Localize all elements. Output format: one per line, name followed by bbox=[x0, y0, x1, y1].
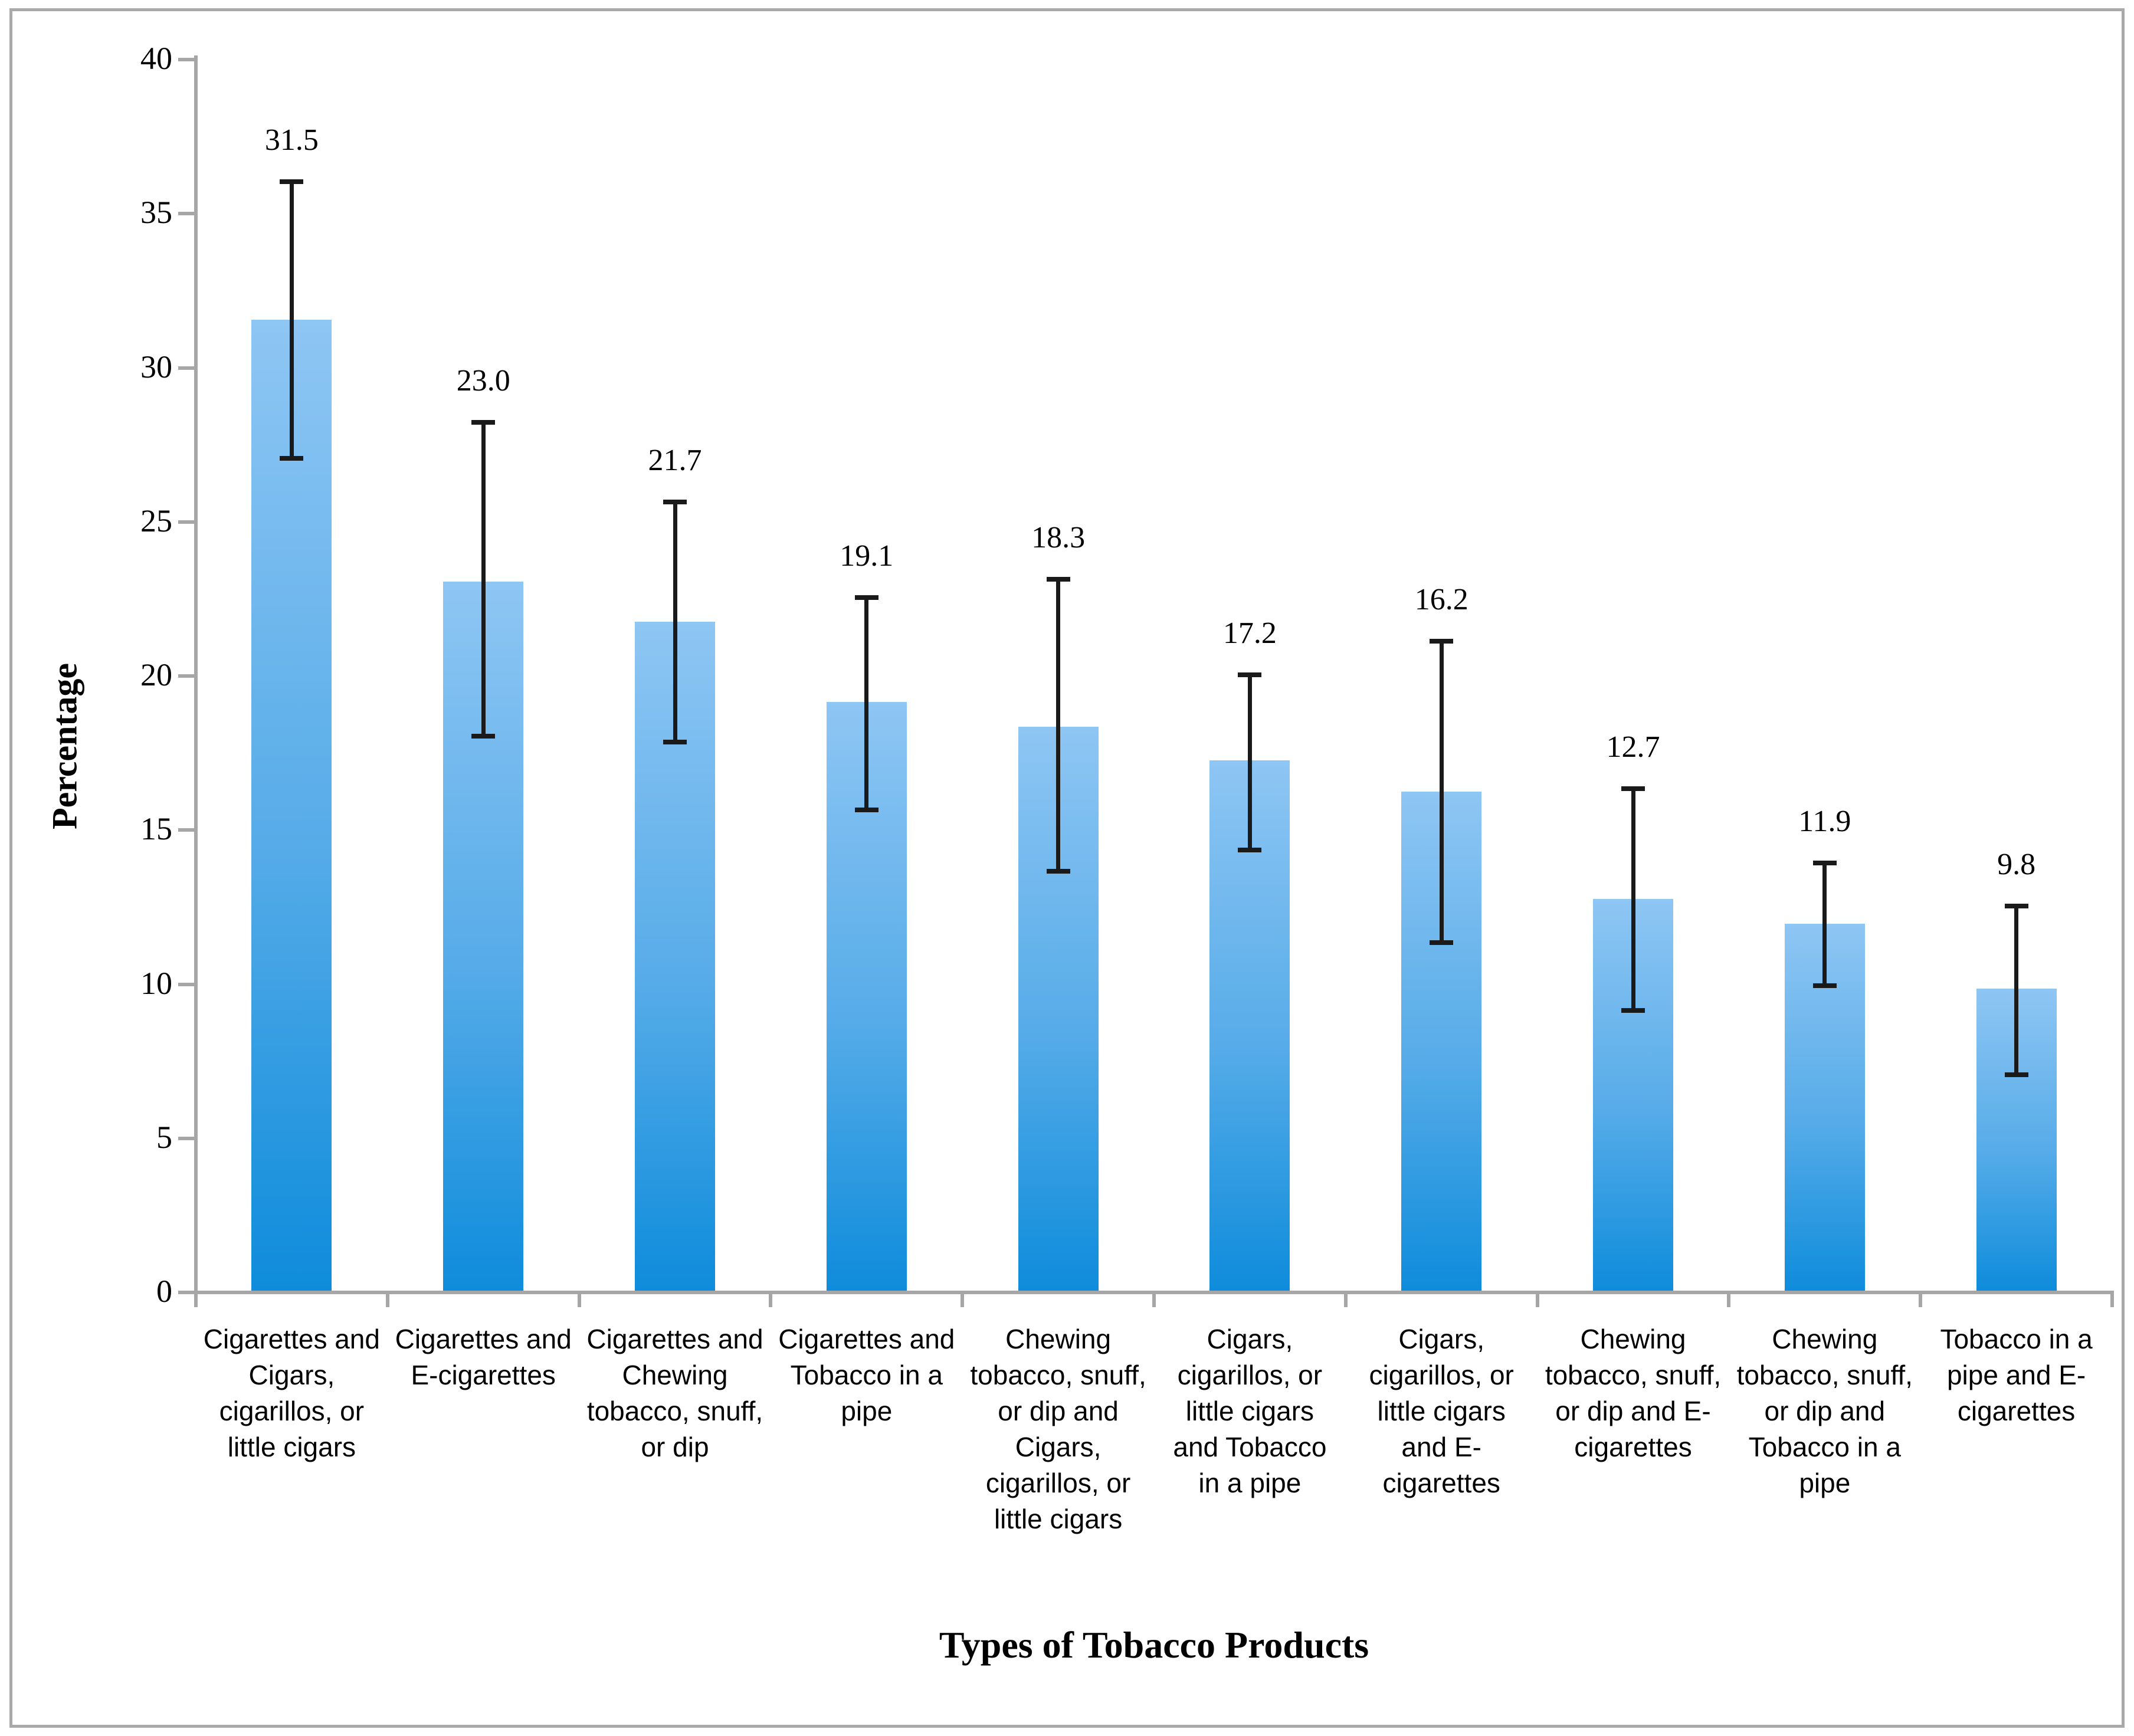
error-bar-cap-bottom bbox=[1430, 940, 1454, 945]
x-axis-tick bbox=[769, 1294, 773, 1307]
data-label: 31.5 bbox=[264, 123, 319, 157]
y-axis-tick bbox=[178, 1291, 194, 1294]
x-axis-tick bbox=[1919, 1294, 1923, 1307]
error-bar-cap-top bbox=[2004, 903, 2028, 908]
error-bar-cap-top bbox=[1812, 860, 1837, 865]
error-bar-cap-bottom bbox=[854, 807, 878, 812]
error-bar-cap-bottom bbox=[471, 733, 496, 739]
error-bar-cap-top bbox=[1430, 638, 1454, 644]
y-axis-tick bbox=[178, 366, 194, 370]
error-bar-cap-bottom bbox=[663, 739, 687, 744]
category-label: Cigarettes and Chewing tobacco, snuff, o… bbox=[586, 1324, 763, 1462]
y-tick-label: 0 bbox=[156, 1274, 172, 1309]
y-tick-label: 40 bbox=[140, 41, 172, 76]
x-axis-tick bbox=[1152, 1294, 1156, 1307]
category-label: Cigars, cigarillos, or little cigars and… bbox=[1369, 1324, 1514, 1498]
category-label: Tobacco in a pipe and E- cigarettes bbox=[1940, 1324, 2093, 1426]
error-bar-cap-bottom bbox=[1621, 1008, 1645, 1013]
y-tick-label: 25 bbox=[140, 503, 172, 539]
error-bar-line bbox=[2014, 905, 2019, 1075]
data-label: 18.3 bbox=[1031, 521, 1086, 555]
bar bbox=[251, 320, 332, 1291]
y-axis-tick bbox=[178, 982, 194, 986]
y-tick-label: 35 bbox=[140, 195, 172, 231]
x-axis-tick bbox=[1343, 1294, 1348, 1307]
y-tick-label: 10 bbox=[140, 965, 172, 1001]
x-axis-tick bbox=[1535, 1294, 1539, 1307]
error-bar-line bbox=[1631, 788, 1635, 1010]
x-axis-line bbox=[194, 1291, 2114, 1294]
error-bar-line bbox=[864, 597, 869, 810]
data-label: 12.7 bbox=[1606, 730, 1660, 764]
category-label: Chewing tobacco, snuff, or dip and Tobac… bbox=[1736, 1324, 1913, 1498]
error-bar-cap-top bbox=[1238, 672, 1262, 677]
x-axis-tick bbox=[2110, 1294, 2114, 1307]
error-bar-cap-top bbox=[663, 500, 687, 505]
y-axis-tick bbox=[178, 674, 194, 678]
y-tick-label: 20 bbox=[140, 657, 172, 693]
x-axis-tick bbox=[194, 1294, 198, 1307]
data-label: 23.0 bbox=[456, 363, 510, 398]
category-label: Chewing tobacco, snuff, or dip and Cigar… bbox=[970, 1324, 1146, 1534]
data-label: 16.2 bbox=[1414, 582, 1468, 616]
plot-area: 0 5 10 15 20 25 30 35 40 31.5 Cigarettes and Cigar… bbox=[12, 11, 2122, 1725]
error-bar-line bbox=[481, 421, 486, 736]
error-bar-cap-top bbox=[471, 419, 496, 425]
error-bar-cap-bottom bbox=[280, 456, 304, 461]
data-label: 11.9 bbox=[1798, 804, 1851, 838]
category-label: Cigars, cigarillos, or little cigars and… bbox=[1173, 1324, 1327, 1498]
y-axis-tick bbox=[178, 520, 194, 524]
y-axis-line bbox=[194, 55, 198, 1294]
error-bar-line bbox=[1247, 674, 1252, 850]
x-axis-tick bbox=[385, 1294, 389, 1307]
error-bar-line bbox=[1439, 640, 1444, 943]
error-bar-cap-bottom bbox=[1046, 869, 1070, 874]
error-bar-cap-bottom bbox=[1238, 847, 1262, 852]
category-label: Chewing tobacco, snuff, or dip and E- ci… bbox=[1545, 1324, 1722, 1462]
error-bar-cap-top bbox=[280, 179, 304, 184]
y-tick-label: 15 bbox=[140, 811, 172, 847]
error-bar-cap-top bbox=[1046, 577, 1070, 582]
error-bar-cap-bottom bbox=[2004, 1072, 2028, 1078]
figure-frame: 0 5 10 15 20 25 30 35 40 31.5 Cigarettes and Cigar… bbox=[9, 8, 2125, 1728]
data-label: 19.1 bbox=[840, 539, 894, 573]
y-axis-tick bbox=[178, 212, 194, 216]
data-label: 21.7 bbox=[648, 444, 702, 478]
data-label: 9.8 bbox=[1997, 847, 2036, 881]
error-bar-line bbox=[673, 501, 677, 742]
category-label: Cigarettes and Cigars, cigarillos, or li… bbox=[203, 1324, 380, 1462]
category-label: Cigarettes and Tobacco in a pipe bbox=[778, 1324, 955, 1426]
error-bar-line bbox=[1822, 862, 1827, 986]
error-bar-line bbox=[1056, 579, 1061, 872]
error-bar-cap-top bbox=[854, 595, 878, 600]
error-bar-line bbox=[289, 181, 294, 459]
y-axis-tick bbox=[178, 828, 194, 832]
data-label: 17.2 bbox=[1222, 616, 1277, 650]
y-tick-label: 5 bbox=[156, 1119, 172, 1155]
x-axis-tick bbox=[1727, 1294, 1731, 1307]
error-bar-cap-bottom bbox=[1812, 983, 1837, 988]
y-axis-title: Percentage bbox=[45, 662, 84, 830]
category-label: Cigarettes and E-cigarettes bbox=[395, 1324, 572, 1390]
x-axis-tick bbox=[961, 1294, 965, 1307]
x-axis-tick bbox=[577, 1294, 581, 1307]
y-axis-tick bbox=[178, 58, 194, 61]
y-tick-label: 30 bbox=[140, 349, 172, 385]
error-bar-cap-top bbox=[1621, 786, 1645, 792]
y-axis-tick bbox=[178, 1136, 194, 1140]
x-axis-title: Types of Tobacco Products bbox=[939, 1624, 1369, 1666]
